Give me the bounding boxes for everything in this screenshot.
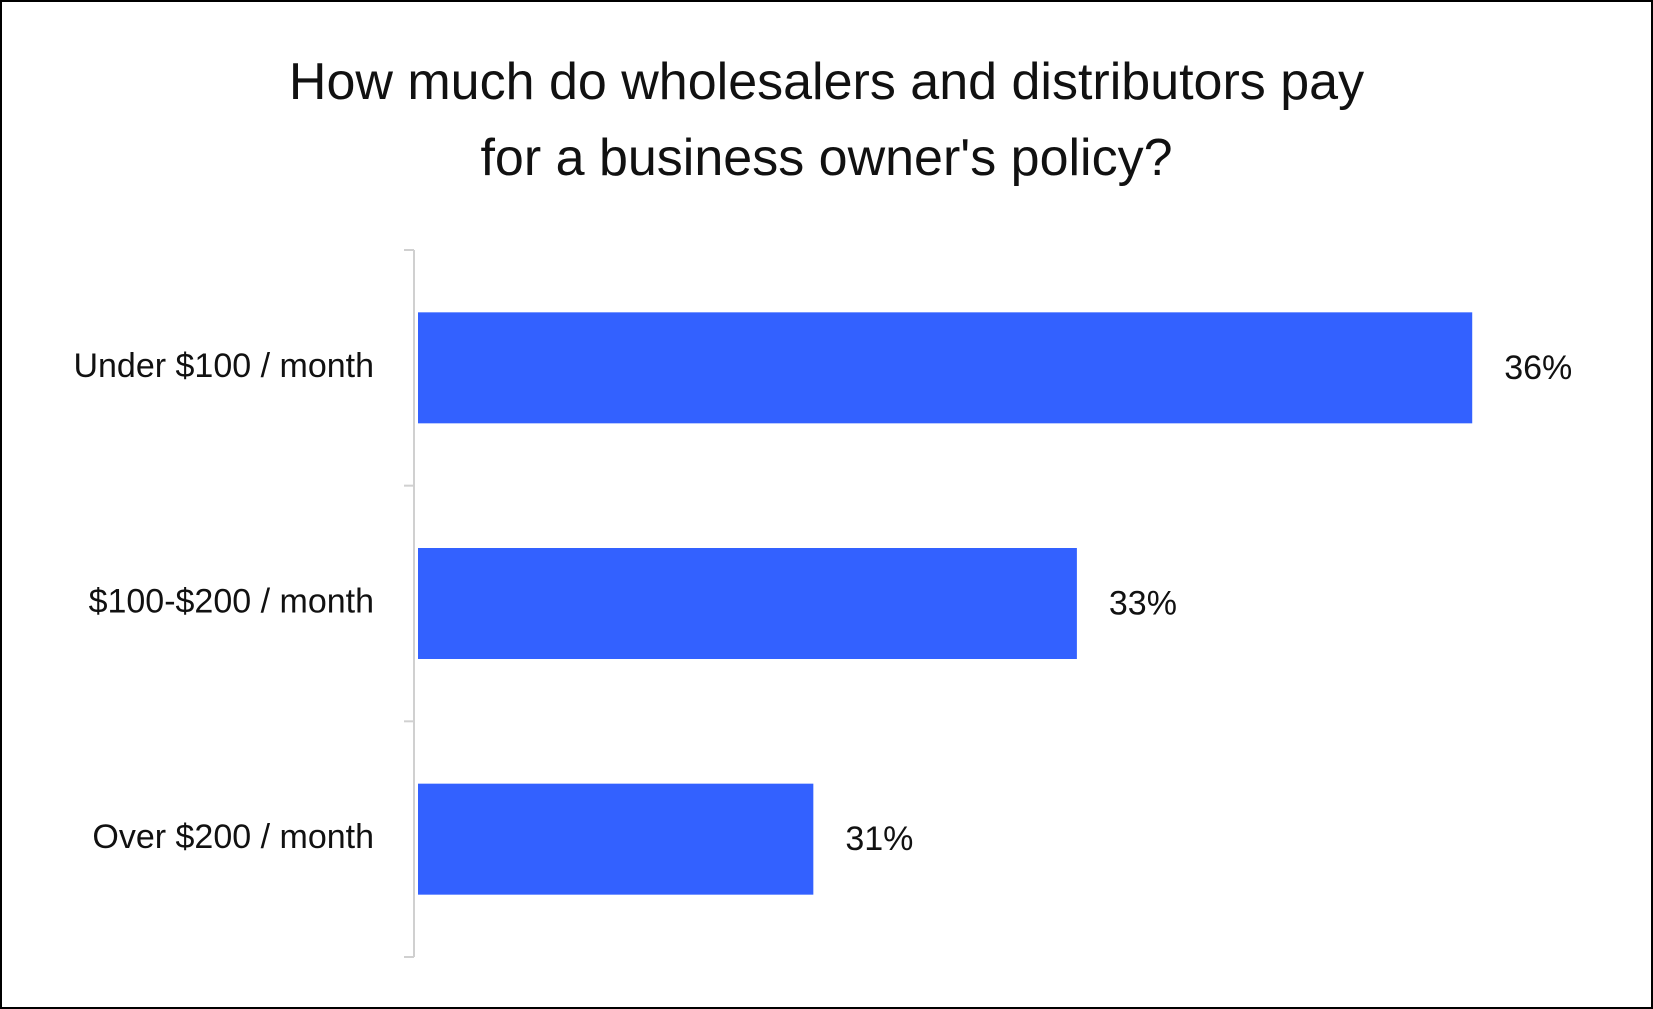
bar [418, 783, 814, 895]
y-tick-label: $100-$200 / month [89, 582, 374, 620]
chart-title: How much do wholesalers and distributors… [288, 53, 1365, 187]
data-label: 36% [1504, 349, 1572, 387]
y-tick-label: Under $100 / month [73, 347, 374, 385]
bar [418, 312, 1473, 424]
bar [418, 548, 1077, 659]
data-label: 33% [1109, 584, 1177, 622]
data-label: 31% [845, 820, 913, 858]
y-tick-label: Over $200 / month [92, 818, 374, 856]
